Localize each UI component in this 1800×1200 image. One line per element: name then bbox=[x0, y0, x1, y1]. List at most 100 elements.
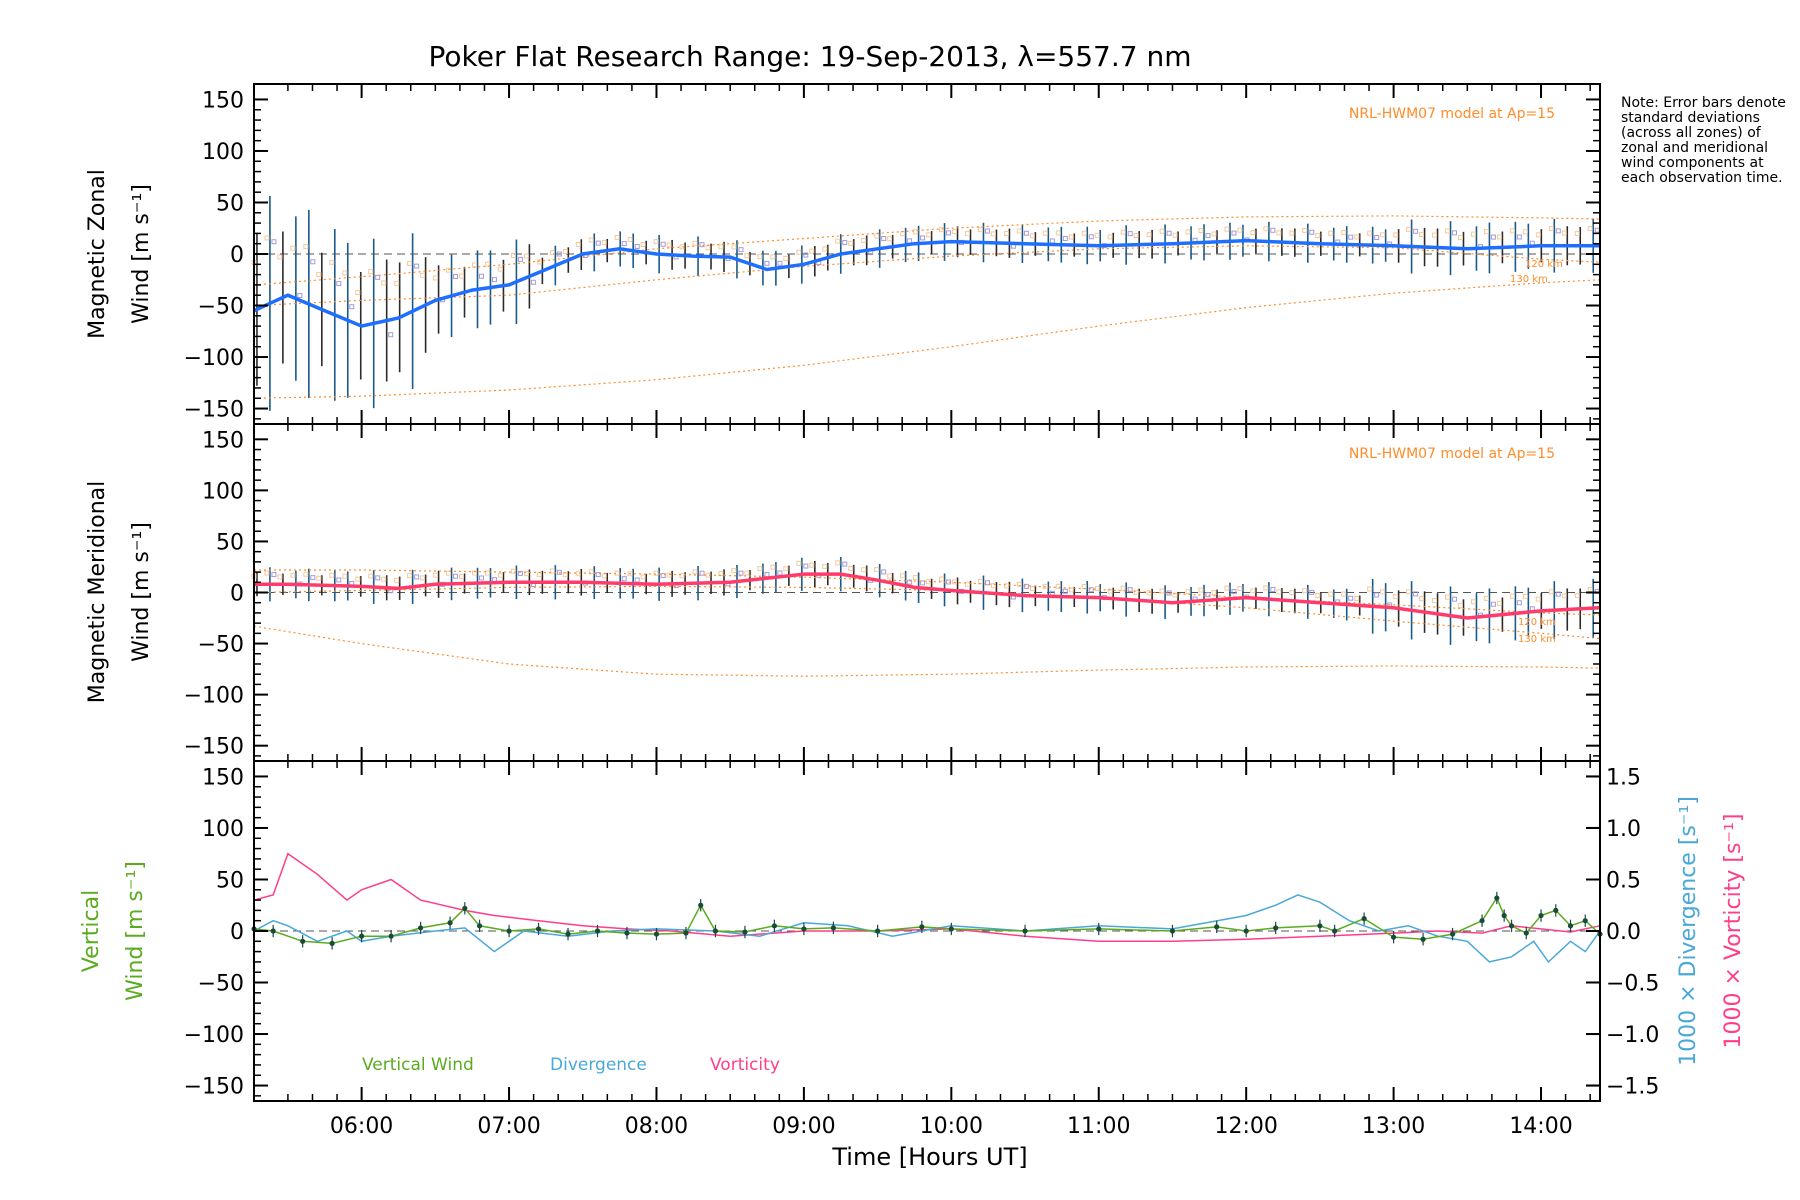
zonal-model-alt-130: 130 km bbox=[1510, 274, 1548, 285]
zonal-sample-box bbox=[848, 240, 854, 246]
vertical-wind-point bbox=[653, 931, 660, 937]
zonal-scatter-box bbox=[1413, 228, 1419, 234]
meridional-sample-box bbox=[964, 581, 970, 587]
vertical-wind-point bbox=[1169, 928, 1176, 934]
meridional-sample-box bbox=[549, 568, 555, 574]
zonal-sample-box bbox=[770, 254, 776, 260]
vertical-wind-point bbox=[388, 933, 394, 939]
meridional-ytick-label: 150 bbox=[202, 428, 244, 453]
vertical-wind-point bbox=[535, 926, 542, 932]
meridional-sample-box bbox=[1393, 594, 1399, 600]
meridional-sample-box bbox=[1483, 595, 1489, 601]
meridional-sample-box bbox=[1029, 586, 1035, 592]
vertical-wind-point bbox=[712, 928, 719, 934]
meridional-y-label: Magnetic Meridional Wind [m s⁻¹] bbox=[85, 481, 154, 703]
zonal-sample-box bbox=[588, 237, 594, 243]
vertical-wind-point bbox=[1022, 928, 1028, 934]
meridional-scatter-box bbox=[478, 575, 484, 581]
y2tick-label: −1.0 bbox=[1606, 1023, 1659, 1048]
vertical-wind-point bbox=[447, 920, 453, 926]
zonal-sample-box bbox=[939, 227, 945, 233]
xtick-label: 11:00 bbox=[1067, 1114, 1130, 1139]
meridional-sample-box bbox=[1081, 584, 1087, 590]
zonal-sample-box bbox=[1120, 229, 1126, 235]
zonal-sample-box bbox=[705, 245, 711, 251]
zonal-scatter-box bbox=[414, 263, 420, 269]
meridional-sample-box bbox=[679, 573, 685, 579]
meridional-y-label-line1: Magnetic Meridional bbox=[85, 481, 110, 703]
meridional-scatter-box bbox=[1309, 589, 1315, 595]
meridional-sample-box bbox=[433, 572, 439, 578]
vertical-wind-point bbox=[1553, 907, 1559, 913]
zonal-sample-box bbox=[1457, 235, 1463, 241]
zonal-scatter-box bbox=[1594, 227, 1600, 233]
meridional-sample-box bbox=[601, 573, 607, 579]
zonal-sample-box bbox=[1522, 229, 1528, 235]
vertical-wind-point bbox=[1273, 925, 1279, 931]
vertical-wind-point bbox=[1494, 895, 1500, 901]
meridional-sample-box bbox=[342, 573, 348, 579]
zonal-sample-box bbox=[459, 273, 465, 279]
meridional-scatter-box bbox=[1516, 600, 1522, 606]
zonal-scatter-box bbox=[1270, 227, 1276, 233]
zonal-sample-box bbox=[536, 259, 542, 265]
zonal-sample-box bbox=[1574, 230, 1580, 236]
meridional-sample-box bbox=[1146, 590, 1152, 596]
zonal-sample-box bbox=[420, 272, 426, 278]
zonal-sample-box bbox=[861, 237, 867, 243]
zonal-sample-box bbox=[601, 240, 607, 246]
meridional-model-line bbox=[254, 569, 1601, 616]
meridional-scatter-box bbox=[1413, 591, 1419, 597]
zonal-scatter-box bbox=[621, 241, 627, 247]
meridional-scatter-box bbox=[271, 572, 277, 578]
zonal-sample-box bbox=[381, 280, 387, 286]
vertical-wind-point bbox=[462, 905, 468, 911]
zonal-scatter-box bbox=[634, 243, 640, 249]
vertical-x-ticks: 06:00 07:00 08:00 09:00 10:00 11:00 12:00 13:00… bbox=[287, 761, 1591, 1139]
meridional-model-label: NRL-HWM07 model at Ap=15 bbox=[1349, 446, 1555, 462]
zonal-scatter-box bbox=[764, 260, 770, 266]
meridional-scatter-box bbox=[414, 574, 420, 580]
meridional-sample-box bbox=[264, 570, 270, 576]
meridional-sample-box bbox=[277, 574, 283, 580]
zonal-sample-box bbox=[303, 244, 309, 250]
zonal-scatter-box bbox=[1490, 234, 1496, 240]
divergence-line bbox=[253, 894, 1601, 964]
xtick-label: 13:00 bbox=[1362, 1114, 1425, 1139]
zonal-scatter-box bbox=[1516, 234, 1522, 240]
meridional-y-label-line2: Wind [m s⁻¹] bbox=[129, 522, 154, 662]
zonal-sample-box bbox=[471, 262, 477, 268]
zonal-sample-box bbox=[1133, 233, 1139, 239]
vertical-wind-point bbox=[1567, 923, 1574, 929]
zonal-sample-box bbox=[1211, 231, 1217, 237]
zonal-sample-box bbox=[1406, 226, 1412, 232]
meridional-sample-box bbox=[1016, 581, 1022, 587]
meridional-sample-box bbox=[1263, 585, 1269, 591]
zonal-x-ticks bbox=[287, 84, 1591, 424]
meridional-sample-box bbox=[1159, 588, 1165, 594]
meridional-y-ticks: 150 100 50 0 −50 −100 −150 bbox=[184, 428, 1600, 760]
zonal-sample-box bbox=[497, 266, 503, 272]
zonal-y-label-line2: Wind [m s⁻¹] bbox=[129, 184, 154, 324]
zonal-sample-box bbox=[640, 242, 646, 248]
zonal-scatter-box bbox=[349, 304, 355, 310]
meridional-sample-box bbox=[796, 560, 802, 566]
zonal-scatter-box bbox=[478, 273, 484, 279]
xtick-label: 10:00 bbox=[920, 1114, 983, 1139]
y2tick-label: 1.5 bbox=[1606, 765, 1641, 790]
vertical-wind-point bbox=[270, 928, 276, 934]
meridional-sample-box bbox=[1328, 591, 1334, 597]
zonal-model-line bbox=[253, 245, 1601, 307]
meridional-scatter-box bbox=[595, 572, 601, 578]
vertical-wind-point bbox=[683, 930, 689, 936]
xtick-label: 12:00 bbox=[1214, 1114, 1277, 1139]
meridional-sample-box bbox=[1107, 588, 1113, 594]
zonal-sample-box bbox=[1172, 232, 1178, 238]
meridional-sample-box bbox=[329, 572, 335, 578]
legend-vertical-wind: Vertical Wind bbox=[362, 1055, 474, 1075]
meridional-scatter-box bbox=[803, 563, 809, 569]
zonal-sample-box bbox=[1367, 230, 1373, 236]
zonal-sample-box bbox=[1302, 227, 1308, 233]
vertical-wind-point bbox=[417, 925, 424, 931]
meridional-ytick-label: 50 bbox=[216, 530, 244, 555]
